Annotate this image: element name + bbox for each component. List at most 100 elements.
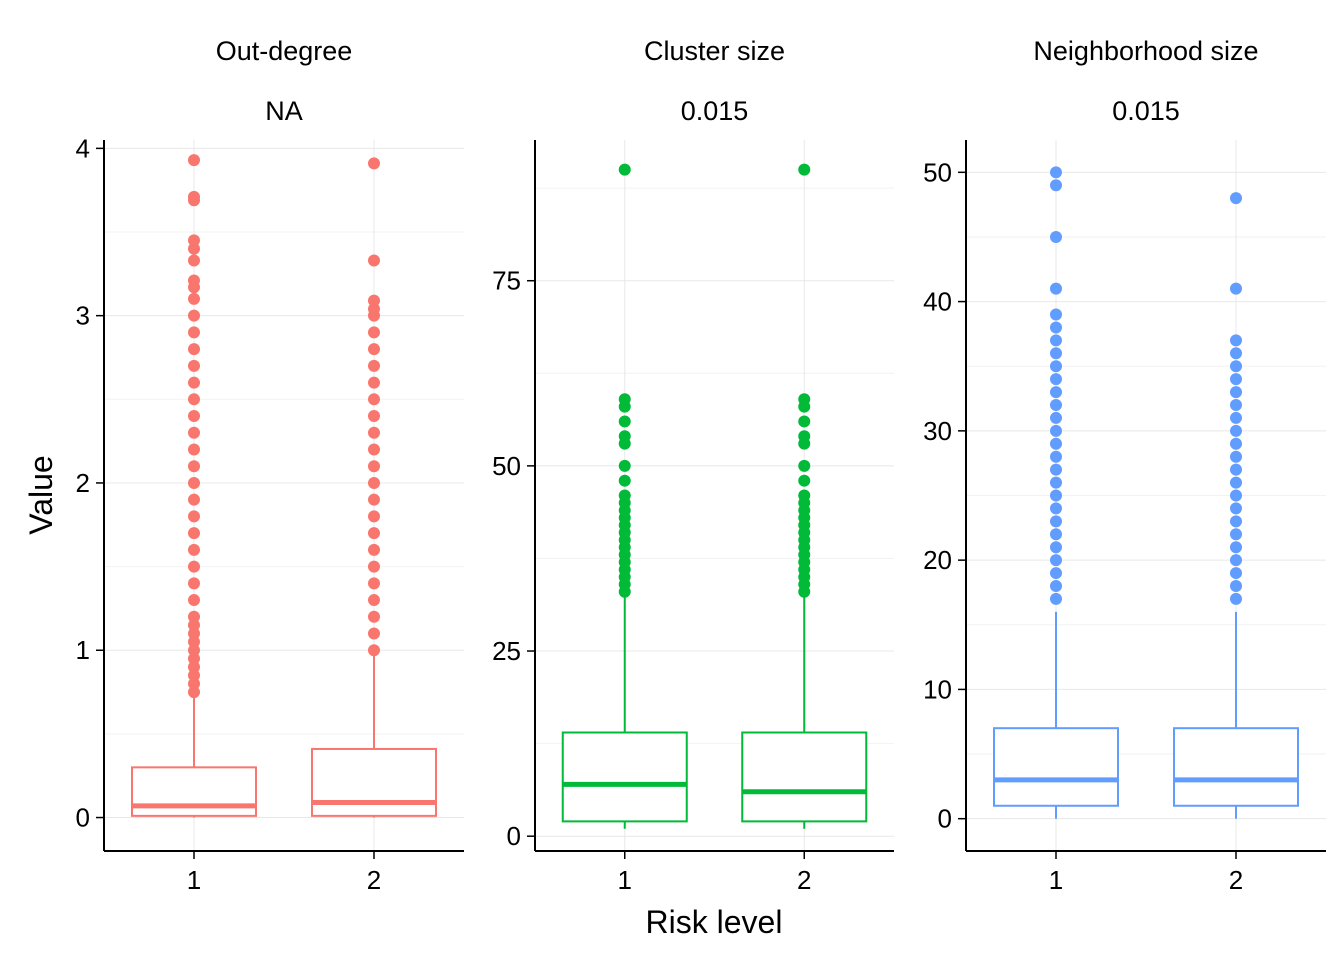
outlier-point — [798, 163, 811, 176]
outlier-point — [798, 430, 811, 443]
outlier-point — [1230, 515, 1242, 528]
y-tick-label: 4 — [76, 133, 90, 163]
outlier-point — [1050, 347, 1062, 360]
outlier-point — [1050, 463, 1062, 476]
outlier-point — [618, 163, 631, 176]
facet-panels: 0 1 2 3 4 1 2 Out-degree NA 0 25 50 75 1 2 Cluster size… — [76, 36, 1326, 895]
outlier-point — [1050, 321, 1062, 334]
outlier-point — [368, 627, 380, 640]
outlier-point — [368, 594, 380, 607]
outlier-point — [368, 443, 380, 456]
outlier-point — [1050, 411, 1062, 424]
outlier-point — [188, 610, 200, 623]
outlier-point — [1230, 567, 1242, 580]
outlier-point — [1230, 437, 1242, 450]
outlier-point — [1050, 450, 1062, 463]
box-iqr — [311, 747, 437, 817]
x-tick-label: 1 — [1049, 865, 1063, 895]
outlier-point — [188, 376, 200, 389]
outlier-point — [618, 430, 631, 443]
outlier-point — [1050, 592, 1062, 605]
outlier-point — [188, 510, 200, 523]
outlier-point — [368, 410, 380, 423]
outlier-point — [368, 560, 380, 573]
outlier-point — [1050, 230, 1062, 243]
outlier-point — [1050, 424, 1062, 437]
outlier-point — [188, 560, 200, 573]
outlier-point — [618, 474, 631, 487]
outlier-point — [188, 460, 200, 473]
outlier-point — [798, 393, 811, 406]
box-iqr — [741, 731, 868, 823]
y-tick-label: 40 — [923, 287, 952, 317]
outlier-point — [188, 359, 200, 372]
outlier-point — [188, 660, 200, 673]
box-iqr — [561, 731, 688, 823]
outlier-point — [368, 426, 380, 439]
outlier-point — [188, 292, 200, 305]
outlier-point — [368, 644, 380, 657]
y-tick-label: 10 — [923, 674, 952, 704]
outlier-point — [1050, 166, 1062, 179]
outlier-point — [1230, 476, 1242, 489]
outlier-point — [1050, 528, 1062, 541]
outlier-point — [188, 242, 200, 255]
outlier-point — [188, 254, 200, 267]
outlier-point — [1230, 373, 1242, 386]
y-tick-label: 25 — [492, 636, 521, 666]
box-iqr — [993, 727, 1119, 807]
outlier-point — [188, 677, 200, 690]
outlier-point — [188, 274, 200, 287]
outlier-point — [368, 476, 380, 489]
outlier-point — [1230, 386, 1242, 399]
facet-subtitle: 0.015 — [681, 96, 749, 126]
outlier-point — [188, 443, 200, 456]
outlier-point — [188, 426, 200, 439]
y-axis-title: Value — [23, 455, 59, 534]
outlier-point — [1230, 554, 1242, 567]
outlier-point — [368, 376, 380, 389]
y-tick-label: 75 — [492, 266, 521, 296]
outlier-point — [1230, 399, 1242, 412]
outlier-point — [1050, 437, 1062, 450]
outlier-point — [1230, 360, 1242, 373]
outlier-point — [188, 476, 200, 489]
outlier-point — [188, 627, 200, 640]
outlier-point — [188, 669, 200, 682]
outlier-point — [188, 635, 200, 648]
outlier-point — [1230, 411, 1242, 424]
outlier-point — [188, 686, 200, 699]
outlier-point — [798, 474, 811, 487]
outlier-point — [1050, 489, 1062, 502]
outlier-point — [188, 326, 200, 339]
y-tick-label: 0 — [76, 803, 90, 833]
y-tick-label: 30 — [923, 416, 952, 446]
outlier-point — [1230, 424, 1242, 437]
outlier-point — [1050, 308, 1062, 321]
outlier-point — [368, 302, 380, 315]
y-tick-label: 1 — [76, 635, 90, 665]
outlier-point — [1050, 502, 1062, 515]
x-tick-label: 1 — [187, 865, 201, 895]
outlier-point — [798, 459, 811, 472]
facet-subtitle: 0.015 — [1112, 96, 1180, 126]
y-tick-label: 0 — [938, 804, 952, 834]
outlier-point — [1050, 515, 1062, 528]
outlier-point — [368, 577, 380, 590]
outlier-point — [188, 493, 200, 506]
outlier-point — [188, 154, 200, 167]
facet-title: Out-degree — [216, 36, 353, 66]
outlier-point — [188, 527, 200, 540]
outlier-point — [368, 393, 380, 406]
outlier-point — [368, 460, 380, 473]
x-tick-label: 2 — [367, 865, 381, 895]
outlier-point — [1230, 489, 1242, 502]
outlier-point — [1050, 541, 1062, 554]
outlier-point — [1230, 192, 1242, 205]
outlier-point — [618, 489, 631, 502]
outlier-point — [368, 610, 380, 623]
outlier-point — [1230, 450, 1242, 463]
outlier-point — [1230, 541, 1242, 554]
outlier-point — [618, 415, 631, 428]
